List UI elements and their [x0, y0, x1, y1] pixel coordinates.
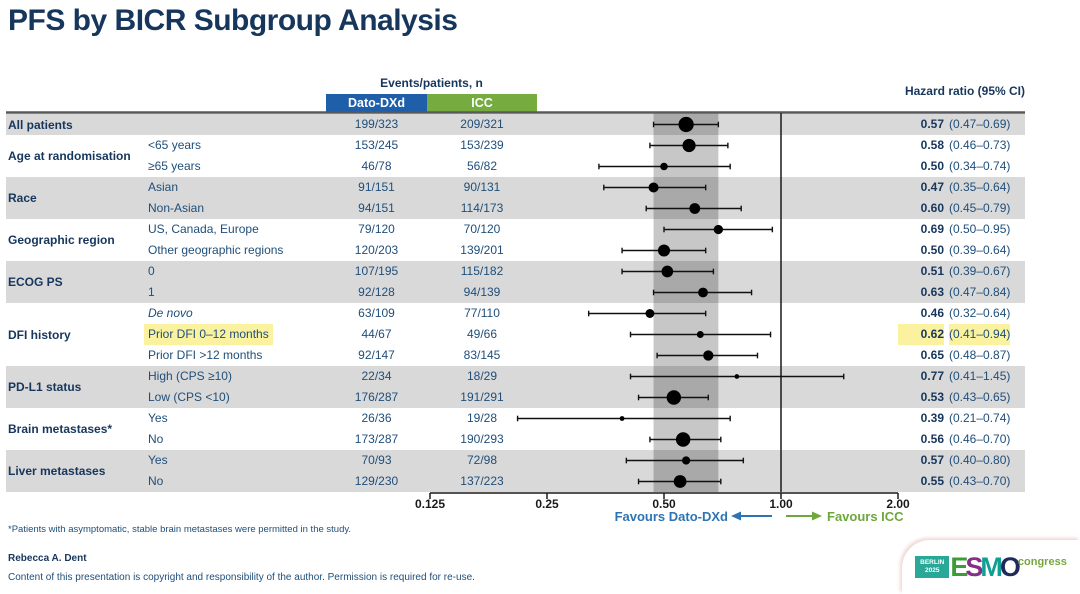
copyright-text: Content of this presentation is copyrigh… — [8, 572, 475, 583]
hr-point — [648, 182, 659, 193]
esmo-letter: O — [999, 551, 1021, 582]
berlin-2025-badge: BERLIN 2025 — [915, 556, 950, 578]
favours-dato-arrowhead — [731, 511, 741, 521]
esmo-wordmark: ESMO — [950, 551, 1021, 582]
hr-point — [619, 416, 625, 421]
esmo-letter: M — [980, 551, 1002, 582]
hr-point — [703, 350, 714, 361]
hr-point — [678, 116, 694, 133]
esmo-letter: E — [950, 551, 968, 582]
events-patients-header: Events/patients, n — [380, 76, 483, 90]
hr-point — [698, 287, 708, 298]
hr-point — [660, 162, 668, 171]
favours-icc-label: Favours ICC — [827, 509, 904, 524]
hr-point — [696, 331, 704, 338]
arm-header-icc: ICC — [427, 94, 537, 113]
year-label: 2025 — [925, 567, 940, 574]
hr-point — [689, 203, 701, 214]
berlin-label: BERLIN — [920, 559, 945, 566]
favours-icc-arrowhead — [812, 511, 822, 521]
hr-point — [675, 432, 691, 447]
esmo-letter: S — [965, 551, 983, 582]
esmo-congress-logo: BERLIN 2025 ESMO congress — [902, 540, 1080, 594]
esmo-logo-inner: BERLIN 2025 ESMO congress — [915, 551, 1067, 582]
hazard-ratio-header: Hazard ratio (95% CI) — [904, 84, 1025, 98]
hr-point — [713, 224, 724, 235]
favours-dato-label: Favours Dato-DXd — [614, 509, 728, 524]
hr-point — [673, 475, 687, 488]
hr-point — [681, 456, 691, 465]
footnote: *Patients with asymptomatic, stable brai… — [8, 524, 352, 535]
hr-point — [661, 265, 674, 278]
author-name: Rebecca A. Dent — [8, 553, 87, 564]
congress-label: congress — [1017, 555, 1067, 568]
hr-point — [657, 244, 671, 257]
hr-point — [734, 374, 740, 379]
hr-point — [666, 390, 682, 405]
page-title: PFS by BICR Subgroup Analysis — [8, 4, 458, 37]
overall-ci-band — [653, 113, 719, 492]
hr-point — [682, 138, 696, 153]
hr-point — [645, 309, 655, 318]
arm-header-dato-dxd: Dato-DXd — [326, 94, 427, 113]
